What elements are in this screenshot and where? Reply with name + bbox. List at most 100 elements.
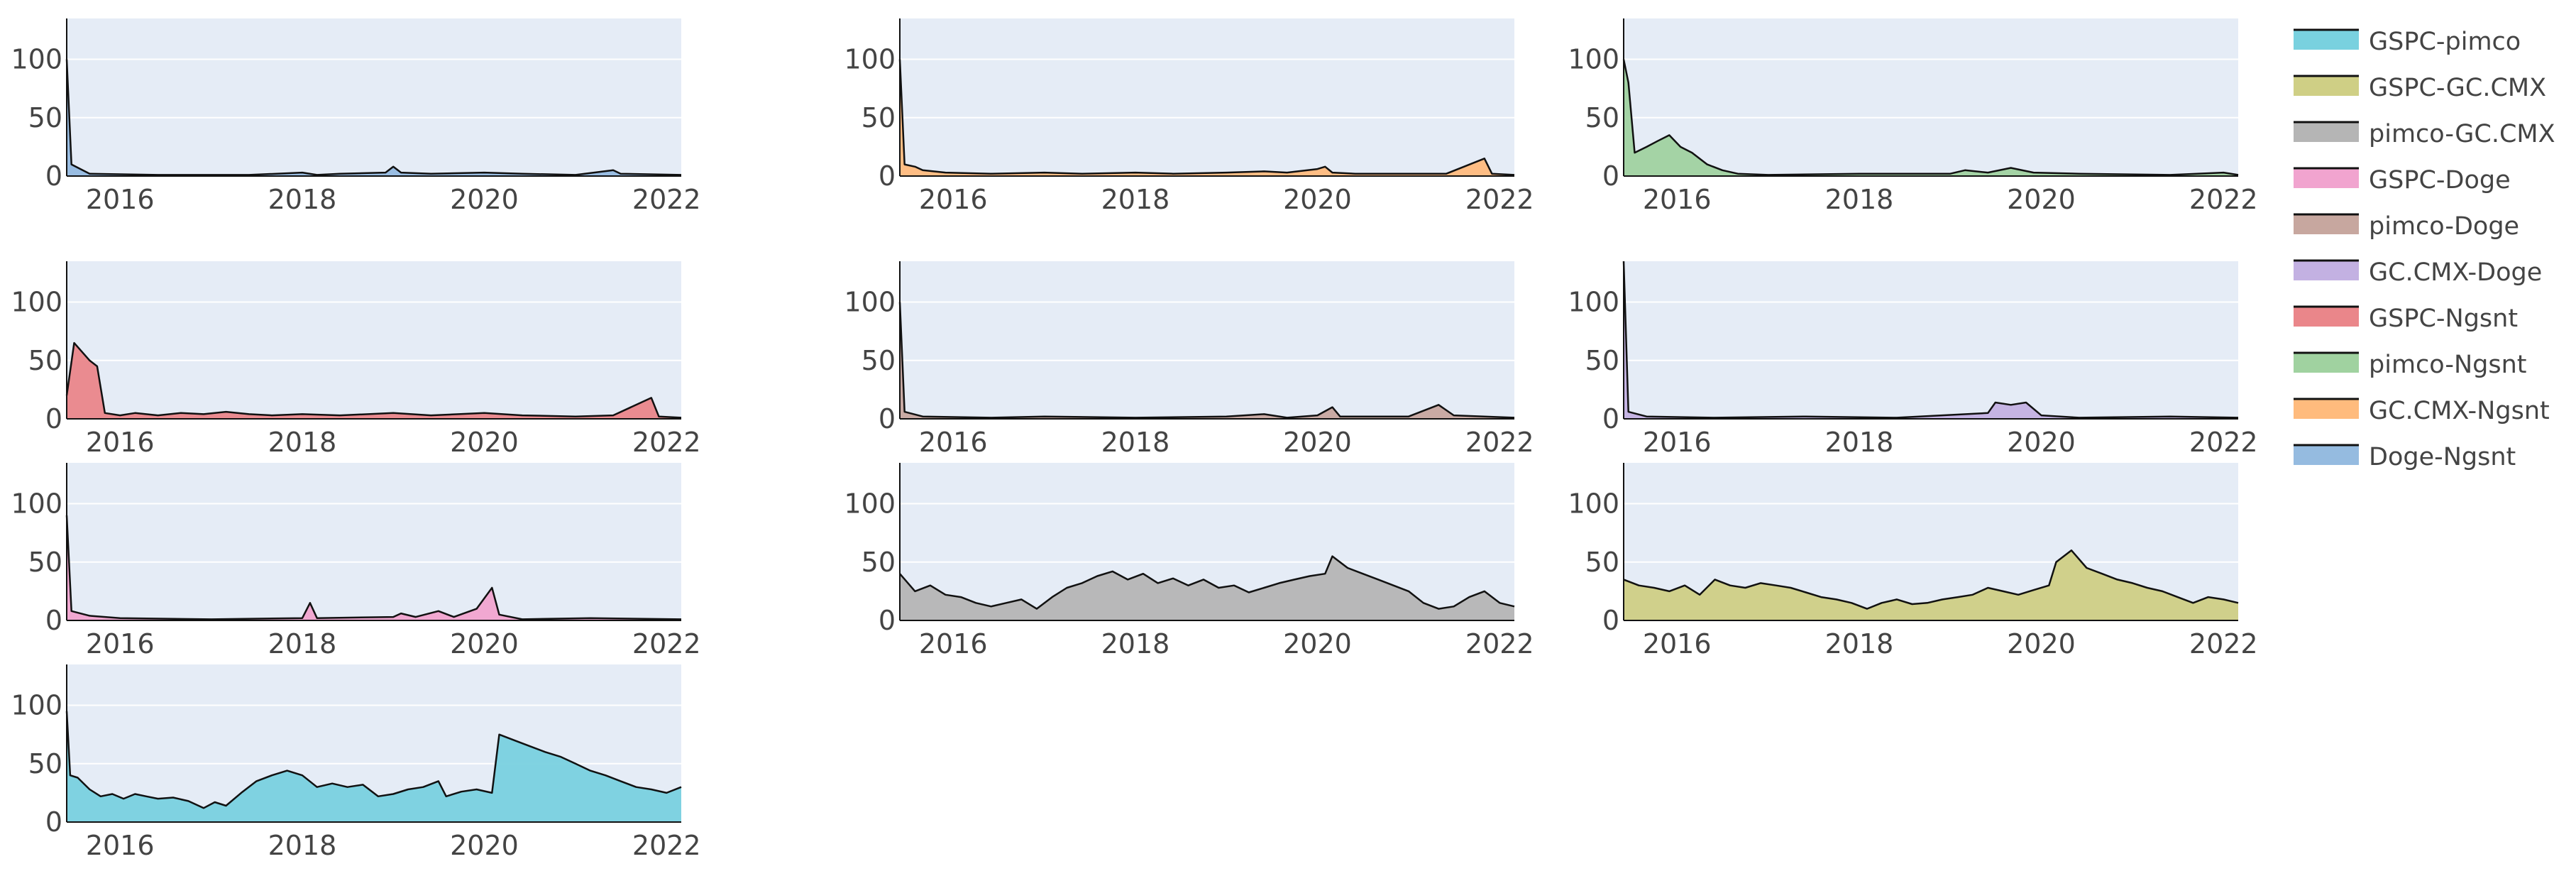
- x-tick-label: 2016: [919, 628, 988, 659]
- x-tick-label: 2020: [1283, 628, 1352, 659]
- subplot-pimco-Ngsnt: 0 50 100 2016 2018 2020 2022: [1568, 18, 2258, 215]
- legend-item-GSPC-GC.CMX[interactable]: GSPC-GC.CMX: [2294, 74, 2546, 102]
- legend-swatch: [2294, 168, 2359, 188]
- x-tick-label: 2020: [450, 427, 519, 458]
- legend-item-GC.CMX-Doge[interactable]: GC.CMX-Doge: [2294, 258, 2542, 287]
- legend-item-GSPC-pimco[interactable]: GSPC-pimco: [2294, 28, 2521, 56]
- y-tick-label: 100: [1568, 287, 1619, 318]
- series-line: [1623, 549, 2239, 610]
- legend-label: pimco-Ngsnt: [2369, 351, 2527, 379]
- legend-swatch: [2294, 445, 2359, 465]
- legend-swatch: [2294, 30, 2359, 50]
- x-tick-label: 2016: [919, 427, 988, 458]
- legend-label: GC.CMX-Doge: [2369, 258, 2542, 287]
- subplot-pimco-Doge: 0 50 100 2016 2018 2020 2022: [844, 261, 1534, 458]
- x-tick-label: 2022: [1465, 628, 1534, 659]
- x-tick-label: 2022: [632, 427, 701, 458]
- legend-item-pimco-Ngsnt[interactable]: pimco-Ngsnt: [2294, 351, 2527, 379]
- series-line: [1622, 59, 2239, 176]
- plot-area: [67, 463, 681, 620]
- y-tick-label: 0: [45, 160, 62, 192]
- y-tick-label: 0: [879, 160, 896, 192]
- y-tick-label: 50: [862, 345, 896, 376]
- subplot-GSPC-pimco: 0 50 100 2016 2018 2020 2022: [11, 664, 701, 861]
- series-line: [898, 59, 1515, 176]
- y-tick-label: 0: [1602, 403, 1619, 434]
- y-tick-label: 100: [1568, 488, 1619, 520]
- legend: GSPC-pimco GSPC-GC.CMX pimco-GC.CMX GSPC-Do…: [2294, 28, 2555, 471]
- x-tick-label: 2022: [1465, 184, 1534, 215]
- x-tick-label: 2018: [268, 184, 337, 215]
- x-tick-label: 2020: [450, 830, 519, 861]
- subplot-GSPC-GC.CMX: 0 50 100 2016 2018 2020 2022: [1568, 463, 2258, 659]
- plot-area: [900, 18, 1514, 176]
- subplot-Doge-Ngsnt: 0 50 100 2016 2018 2020 2022: [11, 18, 701, 215]
- x-tick-label: 2022: [632, 830, 701, 861]
- legend-label: pimco-GC.CMX: [2369, 120, 2555, 148]
- legend-swatch: [2294, 261, 2359, 280]
- x-tick-label: 2016: [1643, 184, 1712, 215]
- x-tick-label: 2022: [632, 628, 701, 659]
- subplot-GSPC-Ngsnt: 0 50 100 2016 2018 2020 2022: [11, 261, 701, 458]
- x-tick-label: 2018: [1101, 184, 1170, 215]
- series-line: [65, 711, 682, 809]
- series-line: [899, 555, 1515, 610]
- series-line: [65, 515, 682, 620]
- legend-item-pimco-Doge[interactable]: pimco-Doge: [2294, 212, 2519, 241]
- x-tick-label: 2022: [632, 184, 701, 215]
- y-tick-label: 50: [1585, 345, 1619, 376]
- legend-item-GC.CMX-Ngsnt[interactable]: GC.CMX-Ngsnt: [2294, 397, 2550, 425]
- subplot-GC.CMX-Doge: 0 50 100 2016 2018 2020 2022: [1568, 261, 2258, 458]
- x-tick-label: 2020: [2007, 427, 2076, 458]
- legend-label: GSPC-Ngsnt: [2369, 305, 2518, 333]
- x-tick-label: 2022: [2189, 628, 2258, 659]
- legend-label: pimco-Doge: [2369, 212, 2519, 241]
- x-tick-label: 2022: [1465, 427, 1534, 458]
- series-area: [900, 556, 1514, 620]
- x-tick-label: 2018: [1825, 184, 1894, 215]
- x-tick-label: 2020: [2007, 628, 2076, 659]
- x-tick-label: 2018: [1825, 427, 1894, 458]
- x-tick-label: 2020: [1283, 184, 1352, 215]
- legend-label: GSPC-pimco: [2369, 28, 2521, 56]
- series-area: [1624, 59, 2238, 176]
- series-area: [67, 711, 681, 822]
- x-tick-label: 2018: [1825, 628, 1894, 659]
- y-tick-label: 100: [11, 287, 62, 318]
- x-tick-label: 2022: [2189, 184, 2258, 215]
- x-tick-label: 2016: [86, 830, 155, 861]
- y-tick-label: 100: [844, 287, 896, 318]
- legend-item-GSPC-Doge[interactable]: GSPC-Doge: [2294, 166, 2511, 195]
- y-tick-label: 50: [28, 345, 62, 376]
- legend-swatch: [2294, 122, 2359, 142]
- legend-item-GSPC-Ngsnt[interactable]: GSPC-Ngsnt: [2294, 305, 2518, 333]
- y-tick-label: 100: [11, 488, 62, 520]
- series-area: [1624, 550, 2238, 620]
- y-tick-label: 0: [45, 806, 62, 838]
- plot-area: [900, 261, 1514, 419]
- y-tick-label: 100: [11, 690, 62, 721]
- legend-item-Doge-Ngsnt[interactable]: Doge-Ngsnt: [2294, 443, 2516, 471]
- x-tick-label: 2018: [1101, 628, 1170, 659]
- plot-area: [67, 18, 681, 176]
- y-tick-label: 50: [1585, 547, 1619, 578]
- legend-item-pimco-GC.CMX[interactable]: pimco-GC.CMX: [2294, 120, 2555, 148]
- legend-label: GSPC-Doge: [2369, 166, 2511, 195]
- y-tick-label: 100: [11, 44, 62, 75]
- y-tick-label: 50: [28, 102, 62, 133]
- y-tick-label: 50: [862, 547, 896, 578]
- y-tick-label: 100: [844, 488, 896, 520]
- series-line: [65, 341, 682, 419]
- x-tick-label: 2016: [1643, 628, 1712, 659]
- legend-swatch: [2294, 353, 2359, 373]
- x-tick-label: 2018: [1101, 427, 1170, 458]
- x-tick-label: 2022: [2189, 427, 2258, 458]
- x-tick-label: 2016: [86, 427, 155, 458]
- x-tick-label: 2020: [1283, 427, 1352, 458]
- y-tick-label: 0: [1602, 160, 1619, 192]
- x-tick-label: 2016: [86, 628, 155, 659]
- x-tick-label: 2016: [1643, 427, 1712, 458]
- y-tick-label: 0: [879, 605, 896, 636]
- x-tick-label: 2016: [86, 184, 155, 215]
